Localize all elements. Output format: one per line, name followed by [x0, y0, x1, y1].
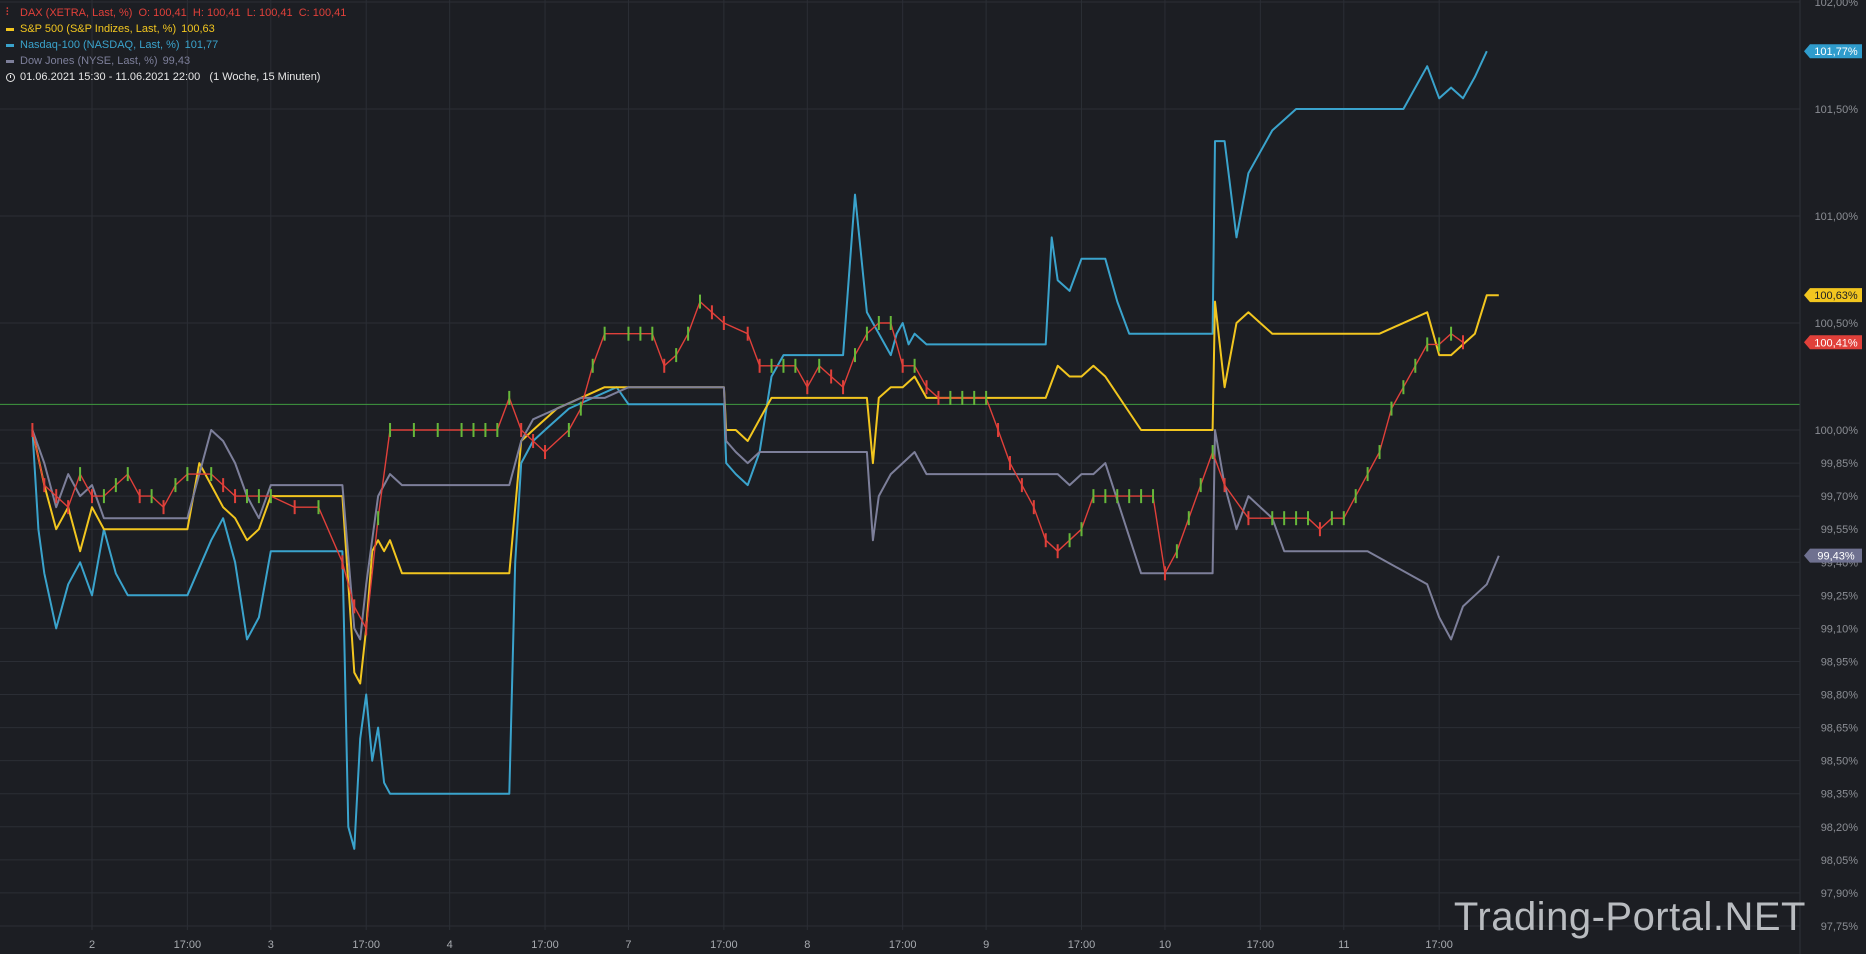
x-tick-label: 7 [625, 939, 631, 951]
last-value-label: 99,43% [1817, 551, 1855, 563]
x-tick-label: 11 [1338, 939, 1349, 951]
last-value-labels: 101,77% 100,63% 100,41% 99,43% [1804, 44, 1862, 563]
last-value-tag [1804, 44, 1862, 59]
y-tick-label: 97,90% [1821, 888, 1859, 900]
x-tick-label: 17:00 [1068, 939, 1096, 951]
legend-dax-label: DAX (XETRA, Last, %) [20, 7, 133, 19]
line-swatch-icon [6, 27, 14, 31]
candlestick-icon: ⫶ [6, 7, 9, 18]
line-swatch-icon [6, 59, 14, 63]
grid [0, 0, 1800, 930]
x-tick-label: 17:00 [1425, 939, 1453, 951]
series-layer [31, 50, 1500, 850]
y-tick-label: 97,75% [1821, 921, 1859, 933]
last-value-tag [1804, 288, 1862, 303]
chart-legend: ⫶ DAX (XETRA, Last, %) O: 100,41 H: 100,… [6, 5, 346, 85]
x-tick-label: 10 [1159, 939, 1171, 951]
last-value-label: 100,41% [1814, 337, 1858, 349]
y-tick-label: 99,10% [1821, 623, 1859, 635]
legend-dax[interactable]: ⫶ DAX (XETRA, Last, %) O: 100,41 H: 100,… [6, 5, 346, 21]
legend-dow[interactable]: Dow Jones (NYSE, Last, %) 99,43 [6, 53, 346, 69]
legend-sp500[interactable]: S&P 500 (S&P Indizes, Last, %) 100,63 [6, 21, 346, 37]
legend-period: 01.06.2021 15:30 - 11.06.2021 22:00 (1 W… [6, 69, 346, 85]
y-tick-label: 99,25% [1821, 590, 1859, 602]
series-line-dax [31, 300, 1464, 630]
legend-dax-ohlc: O: 100,41 H: 100,41 L: 100,41 C: 100,41 [138, 7, 347, 19]
clock-icon [6, 72, 15, 82]
last-value-tag [1804, 335, 1862, 350]
y-tick-label: 100,50% [1815, 318, 1859, 330]
y-tick-label: 98,95% [1821, 656, 1859, 668]
last-value-tag [1804, 548, 1862, 563]
x-tick-label: 17:00 [174, 939, 202, 951]
y-tick-label: 101,00% [1815, 211, 1859, 223]
last-value-label: 101,77% [1814, 46, 1858, 58]
y-tick-label: 98,20% [1821, 822, 1859, 834]
x-tick-label: 17:00 [531, 939, 559, 951]
x-tick-label: 3 [268, 939, 274, 951]
series-line-dow-jones [31, 386, 1500, 641]
y-tick-label: 98,05% [1821, 855, 1859, 867]
legend-nasdaq-value: 101,77 [184, 39, 219, 51]
y-axis-ticks: 97,75% 97,90% 98,05% 98,20% 98,35% 98,50% 98,6… [1815, 0, 1859, 933]
watermark: Trading-Portal.NET [1453, 895, 1806, 939]
y-tick-label: 98,80% [1821, 690, 1859, 702]
x-tick-label: 17:00 [352, 939, 380, 951]
legend-dow-value: 99,43 [162, 55, 191, 67]
legend-nasdaq-label: Nasdaq-100 (NASDAQ, Last, %) [20, 39, 180, 51]
x-tick-label: 17:00 [889, 939, 917, 951]
y-tick-label: 99,70% [1821, 491, 1859, 503]
y-tick-label: 100,00% [1815, 425, 1859, 437]
y-tick-label: 98,35% [1821, 789, 1859, 801]
y-tick-label: 98,50% [1821, 756, 1859, 768]
line-swatch-icon [6, 43, 14, 47]
legend-dow-label: Dow Jones (NYSE, Last, %) [20, 55, 158, 67]
y-tick-label: 99,85% [1821, 458, 1859, 470]
y-axis-panel [1800, 0, 1866, 954]
series-line-s-p-500 [31, 294, 1499, 685]
y-tick-label: 101,50% [1815, 104, 1859, 116]
x-tick-label: 17:00 [1247, 939, 1275, 951]
y-tick-label: 99,55% [1821, 524, 1859, 536]
last-value-label: 100,63% [1814, 290, 1858, 302]
x-tick-label: 8 [804, 939, 810, 951]
legend-nasdaq[interactable]: Nasdaq-100 (NASDAQ, Last, %) 101,77 [6, 37, 346, 53]
x-tick-label: 4 [447, 939, 453, 951]
x-tick-label: 17:00 [710, 939, 738, 951]
x-tick-label: 2 [89, 939, 95, 951]
x-tick-label: 9 [983, 939, 989, 951]
legend-period-text: 01.06.2021 15:30 - 11.06.2021 22:00 (1 W… [20, 71, 321, 83]
y-tick-label: 98,65% [1821, 723, 1859, 735]
legend-sp500-label: S&P 500 (S&P Indizes, Last, %) [20, 23, 177, 35]
series-line-nasdaq-100 [31, 50, 1488, 850]
y-tick-label: 102,00% [1815, 0, 1859, 9]
x-axis-ticks: 2 17:00 3 17:00 4 17:00 7 17:00 8 17:00 9 17:00 10 17… [89, 939, 1453, 951]
legend-sp500-value: 100,63 [181, 23, 215, 35]
